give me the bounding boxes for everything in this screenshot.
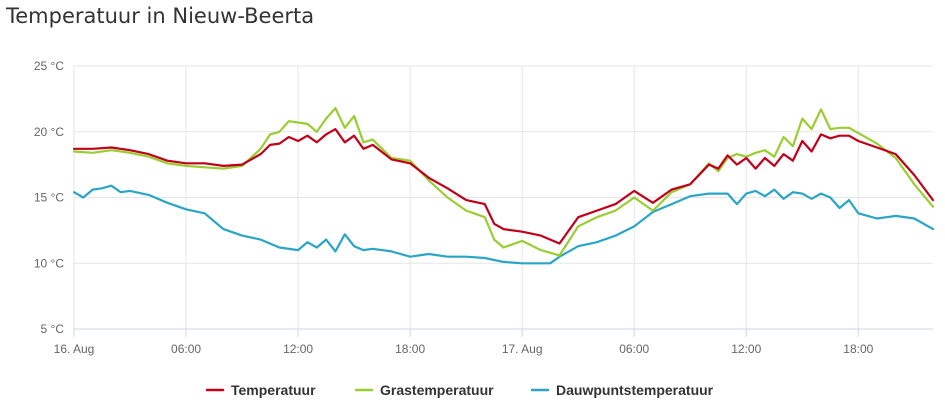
y-tick-label: 20 °C — [34, 125, 64, 139]
x-axis: 16. Aug 06:00 12:00 18:00 17. Aug 06:00 12:00 1… — [54, 328, 933, 356]
grid-layer — [73, 65, 933, 330]
legend-label: Temperatuur — [231, 382, 316, 398]
x-tick-label: 12:00 — [731, 342, 761, 356]
x-tick-label: 06:00 — [619, 342, 649, 356]
series-line-grastemperatuur[interactable] — [72, 106, 935, 257]
x-tick-label: 16. Aug — [54, 342, 95, 356]
y-axis: 5 °C 10 °C 15 °C 20 °C 25 °C — [34, 59, 64, 336]
legend: Temperatuur Grastemperatuur Dauwpuntstempe… — [205, 382, 714, 398]
y-tick-label: 15 °C — [34, 191, 64, 205]
legend-item-temperatuur[interactable]: Temperatuur — [205, 382, 316, 398]
series-line-temperatuur[interactable] — [72, 128, 935, 245]
legend-label: Grastemperatuur — [380, 382, 494, 398]
legend-item-dauwpuntstemperatuur[interactable]: Dauwpuntstemperatuur — [530, 382, 714, 398]
series-line-dauwpuntstemperatuur[interactable] — [72, 184, 935, 265]
x-tick-label: 18:00 — [395, 342, 425, 356]
series-layer — [72, 106, 935, 265]
x-tick-label: 18:00 — [843, 342, 873, 356]
x-tick-label: 17. Aug — [502, 342, 543, 356]
x-tick-label: 12:00 — [283, 342, 313, 356]
y-tick-label: 10 °C — [34, 256, 64, 270]
chart-title: Temperatuur in Nieuw-Beerta — [6, 4, 315, 28]
legend-item-grastemperatuur[interactable]: Grastemperatuur — [354, 382, 494, 398]
y-tick-label: 5 °C — [41, 322, 65, 336]
y-tick-label: 25 °C — [34, 59, 64, 73]
x-tick-label: 06:00 — [171, 342, 201, 356]
legend-label: Dauwpuntstemperatuur — [556, 382, 714, 398]
